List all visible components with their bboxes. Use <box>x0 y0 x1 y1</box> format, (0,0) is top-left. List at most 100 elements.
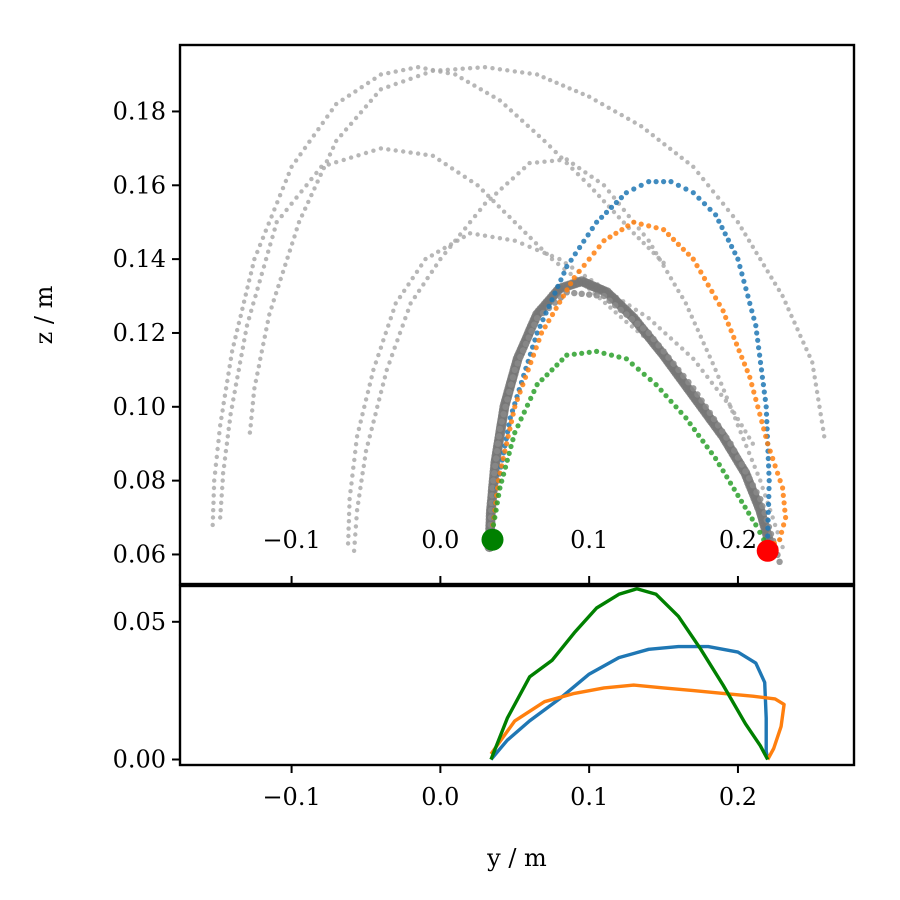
scatter-point <box>507 426 513 432</box>
top-plot-frame <box>178 43 856 586</box>
scatter-point <box>757 495 764 503</box>
scatter-point <box>801 340 806 345</box>
scatter-point <box>730 409 735 414</box>
scatter-point <box>520 118 525 123</box>
scatter-point <box>741 278 747 284</box>
scatter-point <box>731 486 737 492</box>
scatter-point <box>490 234 495 240</box>
scatter-point <box>757 411 763 417</box>
scatter-point <box>491 198 496 204</box>
bottom-plot-frame <box>178 584 856 767</box>
scatter-point <box>747 374 753 380</box>
scatter-point <box>502 403 509 410</box>
scatter-point <box>549 256 555 262</box>
scatter-point <box>757 529 763 535</box>
bottom-series-1 <box>489 683 786 761</box>
scatter-point <box>495 433 503 440</box>
scatter-point <box>211 485 217 491</box>
scatter-point <box>512 220 517 225</box>
scatter-point <box>719 224 725 231</box>
scatter-point <box>525 367 531 373</box>
scatter-point <box>284 207 289 213</box>
scatter-point <box>415 65 421 70</box>
scatter-point <box>214 454 219 460</box>
top-series-8 <box>488 219 789 550</box>
scatter-point <box>497 98 503 103</box>
scatter-point <box>683 415 689 421</box>
scatter-point <box>746 238 752 243</box>
scatter-point <box>528 327 535 335</box>
scatter-point <box>353 89 358 94</box>
scatter-point <box>327 152 333 157</box>
scatter-point <box>350 473 355 478</box>
scatter-point <box>341 157 346 163</box>
scatter-point <box>359 478 364 483</box>
scatter-point <box>237 360 243 365</box>
scatter-point <box>520 241 525 246</box>
scatter-point <box>512 404 518 410</box>
scatter-point <box>692 321 697 326</box>
top-x-tick-label: 0.0 <box>421 526 459 554</box>
scatter-point <box>641 371 647 377</box>
scatter-point <box>749 308 755 314</box>
scatter-point <box>621 220 627 225</box>
scatter-point <box>533 241 539 246</box>
scatter-point <box>436 249 441 254</box>
scatter-point <box>624 319 629 325</box>
scatter-point <box>245 285 250 290</box>
scatter-point <box>675 366 682 374</box>
scatter-point <box>639 124 644 129</box>
scatter-point <box>525 123 530 128</box>
scatter-point <box>401 67 406 73</box>
scatter-point <box>561 270 567 276</box>
scatter-point <box>594 348 600 354</box>
scatter-point <box>619 112 624 118</box>
scatter-point <box>235 375 240 380</box>
scatter-point <box>701 341 706 346</box>
scatter-point <box>653 382 659 388</box>
scatter-point <box>504 457 510 463</box>
scatter-point <box>741 436 746 442</box>
scatter-point <box>449 166 455 171</box>
scatter-point <box>269 214 274 219</box>
scatter-point <box>325 114 330 119</box>
scatter-point <box>475 65 480 70</box>
scatter-point <box>760 382 767 388</box>
scatter-point <box>698 334 703 339</box>
scatter-point <box>371 367 376 373</box>
scatter-point <box>683 186 689 192</box>
scatter-point <box>568 271 573 277</box>
scatter-point <box>211 500 216 505</box>
scatter-point <box>219 415 224 421</box>
scatter-point <box>696 432 702 438</box>
bottom-series-2 <box>489 587 770 761</box>
scatter-point <box>363 448 369 454</box>
scatter-point <box>347 496 352 502</box>
top-y-tick-label: 0.10 <box>113 393 166 421</box>
scatter-point <box>510 411 516 417</box>
scatter-point <box>727 480 734 486</box>
scatter-point <box>534 160 540 165</box>
scatter-point <box>311 133 317 138</box>
scatter-point <box>258 356 263 361</box>
scatter-point <box>705 374 710 379</box>
scatter-point <box>673 151 679 156</box>
scatter-point <box>511 366 518 374</box>
scatter-point <box>663 331 668 336</box>
scatter-point <box>755 471 760 476</box>
scatter-point <box>363 104 369 109</box>
scatter-point <box>581 262 587 268</box>
scatter-point <box>303 206 308 211</box>
scatter-point <box>365 80 371 86</box>
scatter-point <box>655 342 662 349</box>
scatter-point <box>707 354 712 359</box>
scatter-point <box>585 232 591 238</box>
scatter-point <box>691 164 696 169</box>
scatter-point <box>549 311 556 318</box>
scatter-point <box>371 148 376 153</box>
scatter-point <box>459 76 464 81</box>
scatter-point <box>755 404 761 410</box>
scatter-point <box>732 250 738 256</box>
scatter-point <box>306 199 311 205</box>
scatter-point <box>339 133 344 138</box>
